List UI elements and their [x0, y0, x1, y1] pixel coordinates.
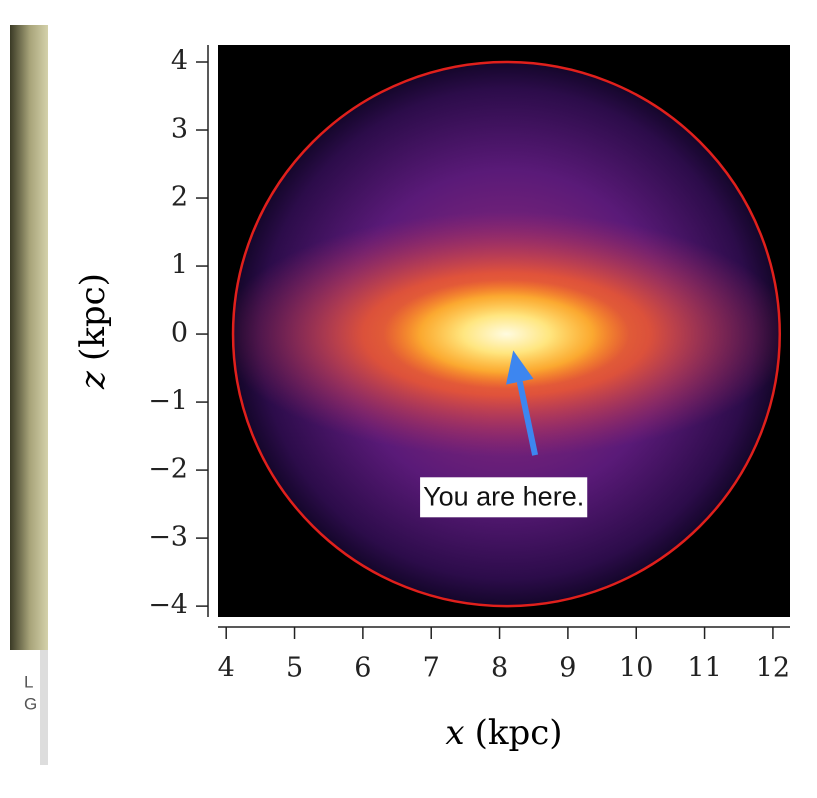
screenshot: L G 45678910111243210−1−2−3−4x(kpc)z(kpc…	[0, 0, 817, 793]
background-image	[10, 25, 50, 650]
y-tick-label: 1	[171, 250, 188, 281]
annotation: You are here.	[423, 481, 584, 511]
x-axis-label: x (kpc)	[445, 713, 562, 753]
caption-fragment: G	[24, 694, 37, 713]
x-tick-label: 9	[559, 653, 576, 684]
x-tick-label: 11	[687, 653, 721, 684]
x-tick-label: 12	[756, 653, 790, 684]
y-tick-label: −1	[148, 386, 188, 417]
x-tick-label: 8	[491, 653, 508, 684]
y-axis-unit: (kpc)	[73, 273, 113, 361]
x-axis-var: x	[445, 713, 464, 753]
y-axis-var: z	[73, 370, 113, 390]
x-tick-label: 4	[218, 653, 235, 684]
x-tick-label: 6	[354, 653, 371, 684]
density-core	[383, 280, 629, 389]
x-axis-unit: (kpc)	[475, 713, 563, 753]
caption-fragment: L	[24, 672, 33, 691]
y-tick-label: 4	[171, 46, 188, 77]
y-tick-label: −2	[148, 454, 188, 485]
x-tick-label: 10	[619, 653, 653, 684]
y-tick-label: 2	[171, 182, 188, 213]
scrollbar	[40, 650, 48, 765]
y-tick-label: 0	[171, 318, 188, 349]
y-tick-label: 3	[171, 114, 188, 145]
x-tick-label: 7	[423, 653, 440, 684]
y-axis-label: z (kpc)	[73, 273, 113, 390]
y-tick-label: −3	[148, 522, 188, 553]
y-tick-label: −4	[148, 590, 188, 621]
x-tick-label: 5	[286, 653, 303, 684]
